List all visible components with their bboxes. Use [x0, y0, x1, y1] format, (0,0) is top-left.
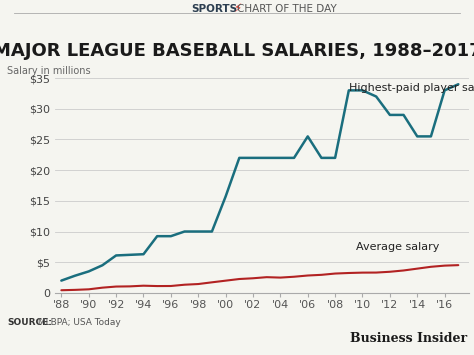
Text: ⚡: ⚡ [233, 2, 241, 15]
Text: SOURCE:: SOURCE: [7, 318, 52, 327]
Text: MLBPA; USA Today: MLBPA; USA Today [35, 318, 120, 327]
Text: MAJOR LEAGUE BASEBALL SALARIES, 1988–2017: MAJOR LEAGUE BASEBALL SALARIES, 1988–201… [0, 42, 474, 60]
Text: Salary in millions: Salary in millions [7, 66, 91, 76]
Text: Highest-paid player salary: Highest-paid player salary [349, 83, 474, 93]
Text: Business Insider: Business Insider [350, 332, 467, 345]
Text: CHART OF THE DAY: CHART OF THE DAY [237, 4, 337, 13]
Text: SPORTS: SPORTS [191, 4, 237, 13]
Text: Average salary: Average salary [356, 242, 439, 252]
